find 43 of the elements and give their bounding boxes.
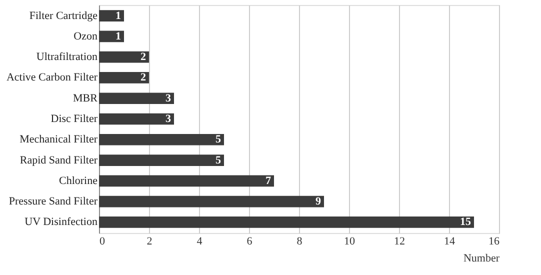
data-label: 5 [216, 154, 222, 166]
x-tick-label: 12 [394, 236, 405, 248]
data-label: 2 [140, 51, 146, 64]
y-tick-label: Active Carbon Filter [6, 72, 98, 84]
x-axis-title: Number [463, 252, 500, 264]
data-label: 3 [166, 92, 172, 104]
x-tick-label: 6 [246, 236, 253, 248]
data-label: 1 [116, 10, 121, 22]
bar [99, 30, 124, 42]
y-tick-label: Pressure Sand Filter [8, 196, 98, 208]
data-label: 7 [266, 174, 272, 187]
bar [99, 92, 174, 104]
data-label: 2 [140, 72, 146, 84]
data-label: 5 [216, 134, 222, 146]
bar [99, 154, 224, 166]
x-tick-label: 0 [100, 236, 106, 248]
bar [99, 113, 174, 125]
y-tick-label: Ultrafiltration [36, 51, 98, 64]
data-label: 15 [460, 216, 472, 228]
y-tick-label: Chlorine [59, 174, 98, 187]
y-tick-label: UV Disinfection [24, 216, 98, 228]
x-tick-label: 8 [296, 236, 303, 248]
y-tick-label: Mechanical Filter [20, 134, 98, 146]
data-label: 3 [166, 113, 172, 125]
data-label: 1 [116, 30, 121, 42]
x-tick-label: 10 [344, 236, 356, 248]
y-tick-label: MBR [73, 92, 98, 104]
x-tick-label: 4 [196, 236, 203, 248]
data-label: 9 [316, 196, 322, 208]
x-tick-label: 14 [444, 236, 456, 248]
bar [99, 216, 474, 228]
bar [99, 51, 149, 63]
bar [99, 10, 124, 22]
bar [99, 72, 149, 84]
bar [99, 175, 274, 187]
y-tick-label: Disc Filter [50, 113, 98, 125]
y-tick-label: Ozon [74, 30, 98, 42]
y-tick-label: Rapid Sand Filter [20, 154, 98, 166]
x-tick-label: 16 [488, 236, 500, 248]
x-tick-label: 2 [146, 236, 152, 248]
bar [99, 134, 224, 146]
y-tick-label: Filter Cartridge [29, 10, 98, 22]
bar [99, 196, 324, 208]
